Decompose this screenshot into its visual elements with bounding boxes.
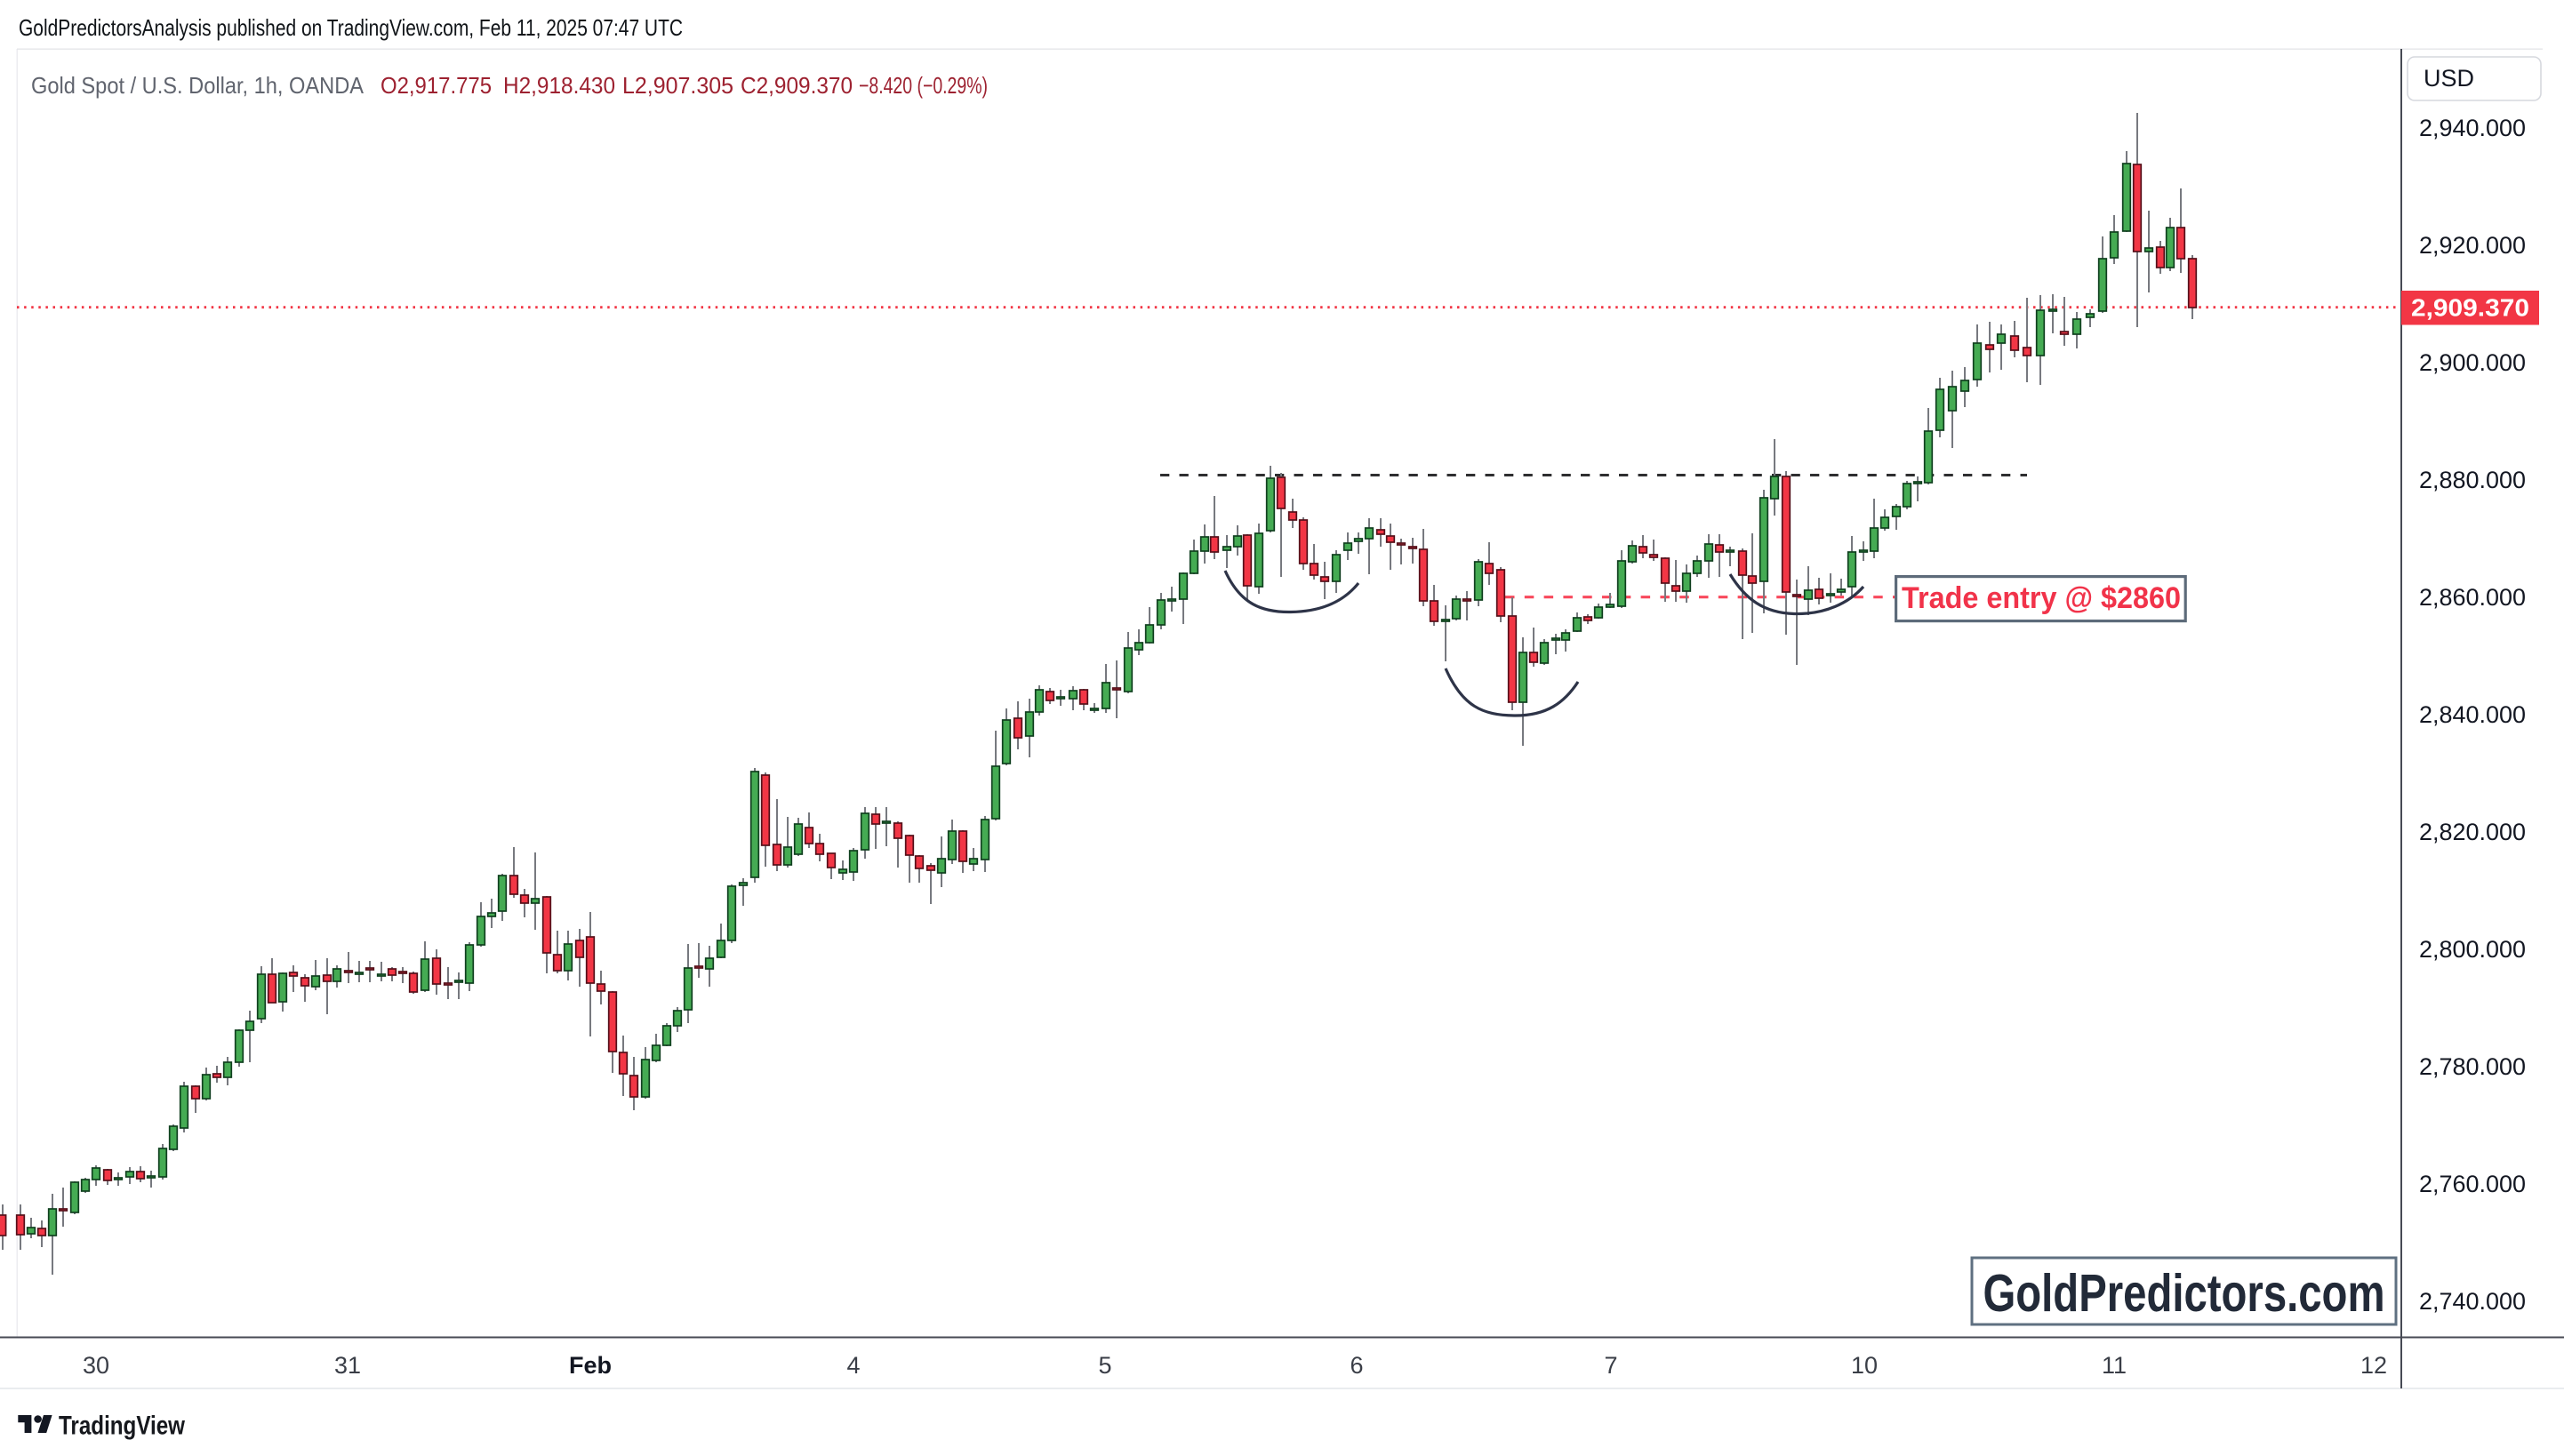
svg-text:2,940.000: 2,940.000 <box>2419 115 2526 141</box>
svg-text:11: 11 <box>2102 1352 2127 1379</box>
svg-text:O2,917.775: O2,917.775 <box>381 72 492 99</box>
svg-text:10: 10 <box>1851 1352 1878 1379</box>
svg-text:TradingView: TradingView <box>59 1412 186 1441</box>
svg-text:Feb: Feb <box>569 1352 612 1379</box>
svg-text:2,920.000: 2,920.000 <box>2419 232 2526 259</box>
svg-text:4: 4 <box>846 1352 860 1379</box>
svg-text:GoldPredictors.com: GoldPredictors.com <box>1983 1264 2385 1323</box>
svg-text:2,800.000: 2,800.000 <box>2419 936 2526 963</box>
svg-text:30: 30 <box>83 1352 109 1379</box>
svg-text:L2,907.305: L2,907.305 <box>622 72 733 99</box>
svg-text:USD: USD <box>2424 65 2474 92</box>
svg-text:2,820.000: 2,820.000 <box>2419 819 2526 845</box>
svg-text:2,909.370: 2,909.370 <box>2411 294 2529 322</box>
svg-text:2,740.000: 2,740.000 <box>2419 1288 2526 1315</box>
svg-text:2,840.000: 2,840.000 <box>2419 701 2526 728</box>
svg-text:C2,909.370: C2,909.370 <box>741 72 853 99</box>
svg-text:2,780.000: 2,780.000 <box>2419 1053 2526 1080</box>
svg-text:H2,918.430: H2,918.430 <box>503 72 615 99</box>
svg-text:2,880.000: 2,880.000 <box>2419 467 2526 493</box>
svg-text:2,860.000: 2,860.000 <box>2419 584 2526 611</box>
svg-text:6: 6 <box>1350 1352 1363 1379</box>
svg-text:Gold Spot / U.S. Dollar, 1h, O: Gold Spot / U.S. Dollar, 1h, OANDA <box>31 72 365 99</box>
svg-text:12: 12 <box>2360 1352 2387 1379</box>
svg-text:−8.420 (−0.29%): −8.420 (−0.29%) <box>859 72 988 99</box>
svg-text:Trade entry @ $2860: Trade entry @ $2860 <box>1902 581 2181 615</box>
svg-text:2,760.000: 2,760.000 <box>2419 1171 2526 1197</box>
svg-text:2,900.000: 2,900.000 <box>2419 349 2526 376</box>
svg-text:7: 7 <box>1604 1352 1617 1379</box>
svg-text:5: 5 <box>1098 1352 1111 1379</box>
svg-text:31: 31 <box>334 1352 361 1379</box>
svg-text:GoldPredictorsAnalysis publish: GoldPredictorsAnalysis published on Trad… <box>19 14 683 41</box>
